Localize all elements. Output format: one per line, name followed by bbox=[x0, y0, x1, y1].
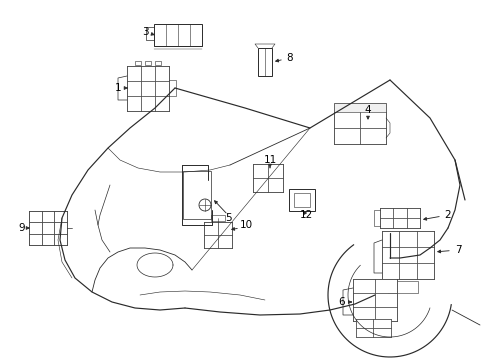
Bar bbox=[416, 263, 433, 279]
Bar bbox=[29, 211, 41, 222]
Bar bbox=[399, 263, 416, 279]
Bar bbox=[379, 208, 392, 218]
Bar bbox=[359, 112, 385, 128]
Bar bbox=[355, 319, 372, 328]
Bar bbox=[333, 112, 385, 144]
Bar bbox=[293, 193, 309, 207]
Bar bbox=[127, 81, 141, 95]
Bar bbox=[406, 208, 419, 218]
Bar bbox=[381, 263, 399, 279]
Text: 5: 5 bbox=[224, 213, 231, 223]
Bar bbox=[374, 293, 396, 307]
Bar bbox=[333, 128, 359, 144]
Bar bbox=[352, 279, 396, 321]
Text: 10: 10 bbox=[240, 220, 253, 230]
Bar bbox=[54, 222, 67, 234]
Bar bbox=[155, 66, 169, 81]
Bar bbox=[355, 319, 390, 337]
Bar bbox=[41, 234, 54, 245]
Bar bbox=[267, 164, 283, 178]
Text: 12: 12 bbox=[299, 210, 312, 220]
Text: 4: 4 bbox=[364, 105, 370, 119]
Bar bbox=[29, 222, 41, 234]
Bar bbox=[203, 222, 218, 235]
Bar bbox=[416, 231, 433, 247]
Bar bbox=[54, 234, 67, 245]
Bar bbox=[387, 281, 417, 293]
Bar bbox=[41, 211, 54, 222]
Bar bbox=[392, 208, 406, 218]
Bar bbox=[333, 112, 359, 128]
Bar bbox=[372, 328, 390, 337]
Bar bbox=[135, 61, 141, 65]
Bar bbox=[41, 222, 54, 234]
Bar bbox=[392, 218, 406, 228]
Bar bbox=[252, 164, 267, 178]
Bar bbox=[381, 231, 433, 279]
Bar bbox=[183, 171, 210, 219]
Bar bbox=[372, 319, 390, 328]
Bar bbox=[374, 307, 396, 321]
Circle shape bbox=[199, 199, 210, 211]
Bar bbox=[374, 279, 396, 293]
Bar bbox=[379, 208, 419, 228]
Bar bbox=[154, 24, 202, 46]
Bar bbox=[333, 103, 385, 113]
Bar bbox=[355, 328, 372, 337]
Bar bbox=[203, 222, 231, 248]
Bar bbox=[416, 247, 433, 263]
Bar bbox=[406, 218, 419, 228]
Bar bbox=[381, 247, 399, 263]
Text: 1: 1 bbox=[115, 83, 127, 93]
Bar bbox=[29, 211, 67, 245]
Bar bbox=[141, 95, 155, 111]
Bar bbox=[252, 178, 267, 192]
Bar bbox=[288, 189, 314, 211]
Bar bbox=[203, 235, 218, 248]
Bar bbox=[258, 48, 271, 76]
Bar bbox=[381, 231, 399, 247]
Bar bbox=[399, 247, 416, 263]
Text: 7: 7 bbox=[437, 245, 460, 255]
Bar bbox=[141, 81, 155, 95]
Bar bbox=[267, 178, 283, 192]
Bar bbox=[352, 293, 374, 307]
Bar bbox=[127, 95, 141, 111]
Bar bbox=[155, 95, 169, 111]
Bar bbox=[141, 66, 155, 81]
Bar bbox=[127, 66, 141, 81]
Text: 2: 2 bbox=[423, 210, 450, 220]
Bar bbox=[210, 215, 224, 221]
Bar bbox=[54, 211, 67, 222]
Bar bbox=[359, 128, 385, 144]
Text: 8: 8 bbox=[275, 53, 293, 63]
Bar bbox=[145, 61, 151, 65]
Text: 6: 6 bbox=[338, 297, 350, 307]
Bar bbox=[127, 66, 169, 111]
Bar bbox=[29, 234, 41, 245]
Bar bbox=[352, 307, 374, 321]
Text: 9: 9 bbox=[19, 223, 29, 233]
Bar bbox=[218, 222, 231, 235]
Bar bbox=[155, 81, 169, 95]
Text: 3: 3 bbox=[142, 27, 154, 37]
Bar bbox=[399, 231, 416, 247]
Bar bbox=[352, 279, 374, 293]
Bar bbox=[252, 164, 283, 192]
Bar bbox=[379, 218, 392, 228]
Bar bbox=[155, 61, 161, 65]
Text: 11: 11 bbox=[263, 155, 276, 168]
Bar bbox=[218, 235, 231, 248]
